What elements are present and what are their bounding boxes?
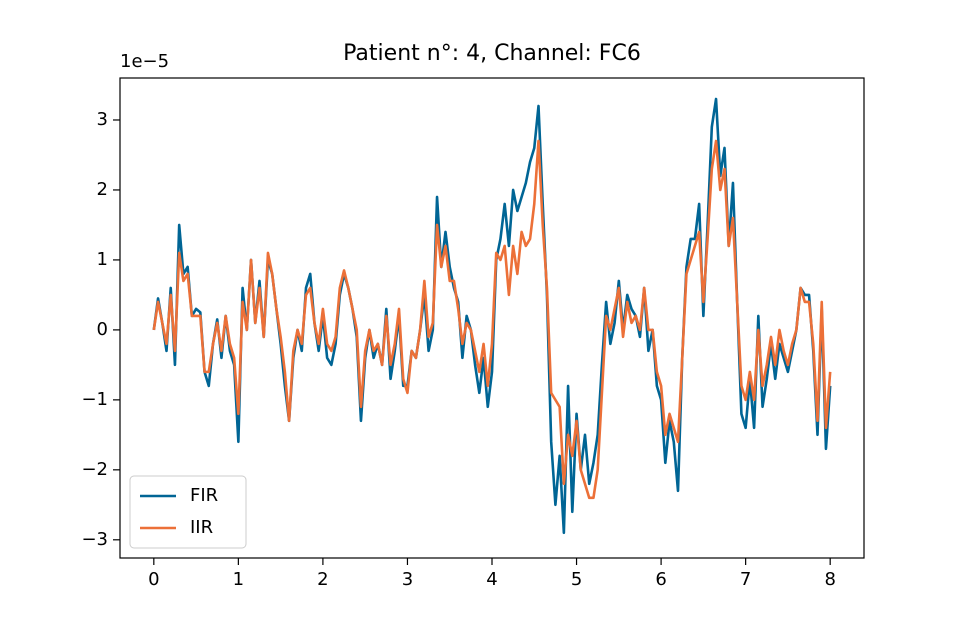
legend-box — [129, 475, 247, 549]
axes-frame — [119, 77, 865, 559]
legend-label: IIR — [190, 517, 213, 538]
x-tick-label: 8 — [824, 569, 835, 590]
y-tick-label: 2 — [97, 179, 108, 200]
y-tick-label: 0 — [97, 319, 108, 340]
series-line — [152, 139, 832, 500]
x-tick-label: 2 — [317, 569, 328, 590]
y-tick-label: −1 — [81, 389, 108, 410]
y-tick-label: −2 — [81, 459, 108, 480]
chart-title: Patient n°: 4, Channel: FC6 — [343, 41, 641, 66]
x-tick-label: 5 — [571, 569, 582, 590]
y-tick-label: 1 — [97, 249, 108, 270]
x-tick-label: 6 — [655, 569, 666, 590]
legend-label: FIR — [190, 485, 218, 506]
x-tick-label: 3 — [402, 569, 413, 590]
y-offset-label: 1e−5 — [120, 51, 169, 72]
y-tick-label: −3 — [81, 529, 108, 550]
x-tick-label: 4 — [486, 569, 497, 590]
x-tick-label: 7 — [740, 569, 751, 590]
x-tick-label: 1 — [233, 569, 244, 590]
x-tick-label: 0 — [148, 569, 159, 590]
y-tick-label: 3 — [97, 109, 108, 130]
